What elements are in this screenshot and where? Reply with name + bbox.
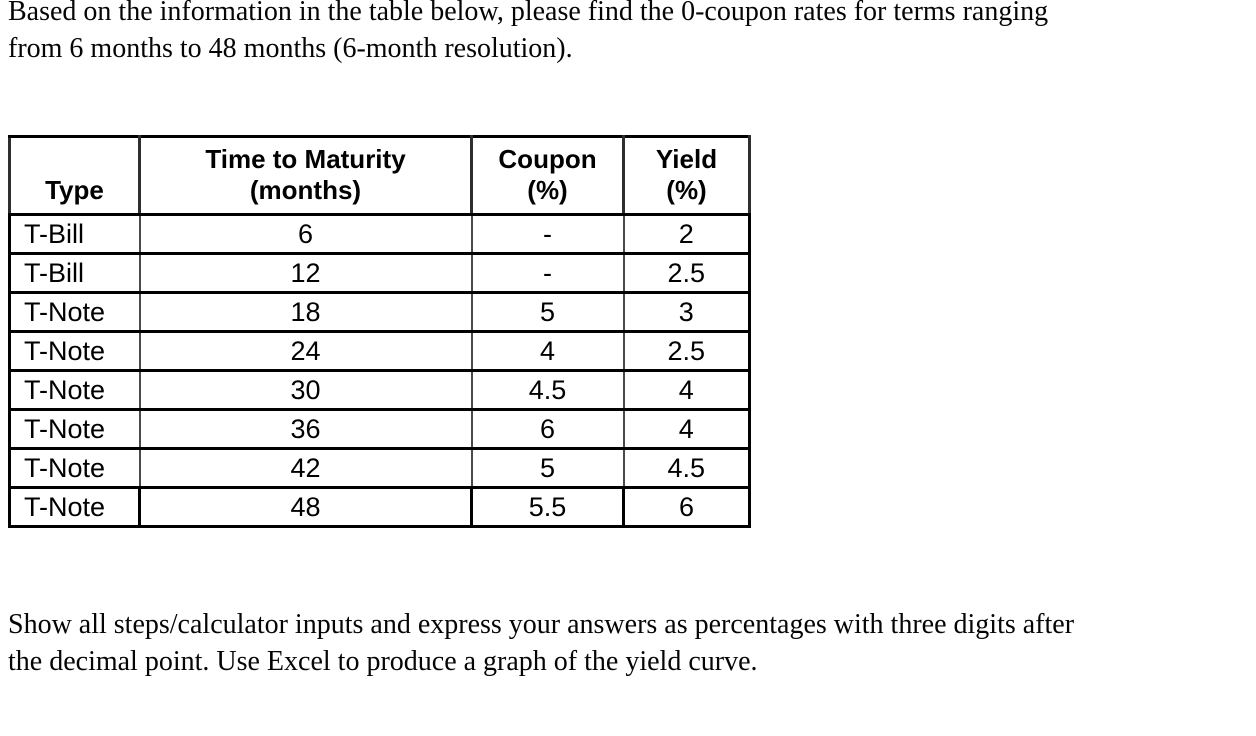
cell-maturity: 6 — [138, 213, 473, 255]
cell-maturity: 30 — [138, 369, 473, 411]
cell-yield: 4 — [622, 408, 751, 450]
cell-coupon: 4.5 — [470, 369, 625, 411]
table-row: T-Bill 12 - 2.5 — [8, 252, 751, 294]
header-yield: Yield (%) — [622, 135, 751, 216]
cell-maturity: 36 — [138, 408, 473, 450]
table-row: T-Note 48 5.5 6 — [8, 486, 751, 528]
cell-coupon: - — [470, 213, 625, 255]
instruction-paragraph: Show all steps/calculator inputs and exp… — [8, 606, 1074, 680]
cell-coupon: 5 — [470, 447, 625, 489]
table-row: T-Note 18 5 3 — [8, 291, 751, 333]
header-time-to-maturity: Time to Maturity (months) — [138, 135, 473, 216]
header-type: Type — [8, 135, 141, 216]
header-coupon: Coupon (%) — [470, 135, 625, 216]
cell-maturity: 18 — [138, 291, 473, 333]
cell-type: T-Bill — [8, 213, 141, 255]
table-row: T-Note 24 4 2.5 — [8, 330, 751, 372]
cell-yield: 3 — [622, 291, 751, 333]
table-row: T-Note 42 5 4.5 — [8, 447, 751, 489]
cell-coupon: 5 — [470, 291, 625, 333]
cell-yield: 2.5 — [622, 330, 751, 372]
question-line-2: from 6 months to 48 months (6-month reso… — [8, 33, 573, 64]
cell-type: T-Note — [8, 408, 141, 450]
cell-maturity: 42 — [138, 447, 473, 489]
bond-rates-table: Type Time to Maturity (months) Coupon (%… — [8, 135, 751, 528]
cell-type: T-Note — [8, 291, 141, 333]
cell-coupon: 6 — [470, 408, 625, 450]
instruction-line-2: the decimal point. Use Excel to produce … — [8, 646, 758, 677]
cell-yield: 6 — [622, 486, 751, 528]
table-header-row: Type Time to Maturity (months) Coupon (%… — [8, 135, 751, 216]
question-line-1: Based on the information in the table be… — [8, 0, 1049, 27]
cell-yield: 2 — [622, 213, 751, 255]
instruction-line-1: Show all steps/calculator inputs and exp… — [8, 609, 1075, 640]
cell-maturity: 12 — [138, 252, 473, 294]
cell-type: T-Note — [8, 447, 141, 489]
cell-type: T-Note — [8, 486, 141, 528]
cell-yield: 4.5 — [622, 447, 751, 489]
cell-yield: 4 — [622, 369, 751, 411]
cell-maturity: 24 — [138, 330, 473, 372]
question-paragraph: Based on the information in the table be… — [8, 0, 1048, 67]
cell-coupon: 4 — [470, 330, 625, 372]
table-row: T-Note 36 6 4 — [8, 408, 751, 450]
cell-type: T-Note — [8, 369, 141, 411]
cell-type: T-Note — [8, 330, 141, 372]
cell-yield: 2.5 — [622, 252, 751, 294]
cell-coupon: 5.5 — [470, 486, 625, 528]
cell-type: T-Bill — [8, 252, 141, 294]
cell-maturity: 48 — [138, 486, 473, 528]
table-row: T-Note 30 4.5 4 — [8, 369, 751, 411]
table-row: T-Bill 6 - 2 — [8, 213, 751, 255]
cell-coupon: - — [470, 252, 625, 294]
